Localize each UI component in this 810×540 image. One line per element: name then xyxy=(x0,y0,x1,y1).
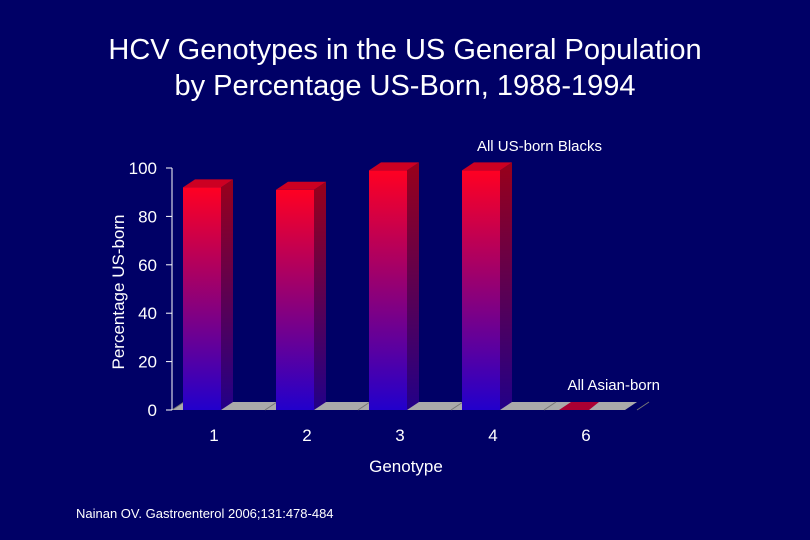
x-tick-label: 4 xyxy=(488,426,497,445)
bar xyxy=(369,170,407,410)
bar-side xyxy=(407,162,419,410)
bar xyxy=(559,402,599,410)
bar xyxy=(462,170,500,410)
floor-divider xyxy=(450,401,464,411)
y-tick-label: 80 xyxy=(138,207,157,226)
title-line-1: HCV Genotypes in the US General Populati… xyxy=(108,34,702,66)
x-tick-label: 3 xyxy=(395,426,404,445)
y-tick-label: 100 xyxy=(129,159,157,178)
y-axis-label: Percentage US-born xyxy=(109,215,128,370)
title-line-2: by Percentage US-Born, 1988-1994 xyxy=(174,70,636,102)
floor-divider xyxy=(543,401,557,411)
bar xyxy=(276,189,314,410)
floor-divider xyxy=(357,401,371,411)
bar-top xyxy=(276,181,326,190)
y-tick-label: 0 xyxy=(148,401,157,420)
y-tick-label: 20 xyxy=(138,353,157,372)
y-tick-label: 60 xyxy=(138,256,157,275)
annotation-us-born-blacks: All US-born Blacks xyxy=(477,138,602,155)
x-tick-label: 2 xyxy=(302,426,311,445)
x-axis-label: Genotype xyxy=(369,457,443,476)
bar-side xyxy=(221,179,233,410)
floor-divider xyxy=(171,401,185,411)
bar-top xyxy=(183,179,233,188)
bar xyxy=(183,187,221,410)
floor-divider xyxy=(264,401,278,411)
annotation-asian-born: All Asian-born xyxy=(567,377,660,394)
bar-top xyxy=(369,162,419,171)
chart-title: HCV Genotypes in the US General Populati… xyxy=(0,32,810,104)
floor-divider xyxy=(636,401,650,411)
citation: Nainan OV. Gastroenterol 2006;131:478-48… xyxy=(76,506,334,521)
x-tick-label: 1 xyxy=(209,426,218,445)
x-tick-label: 6 xyxy=(581,426,590,445)
bar-top xyxy=(462,162,512,171)
bar-side xyxy=(500,162,512,410)
bar-side xyxy=(314,181,326,410)
y-tick-label: 40 xyxy=(138,304,157,323)
